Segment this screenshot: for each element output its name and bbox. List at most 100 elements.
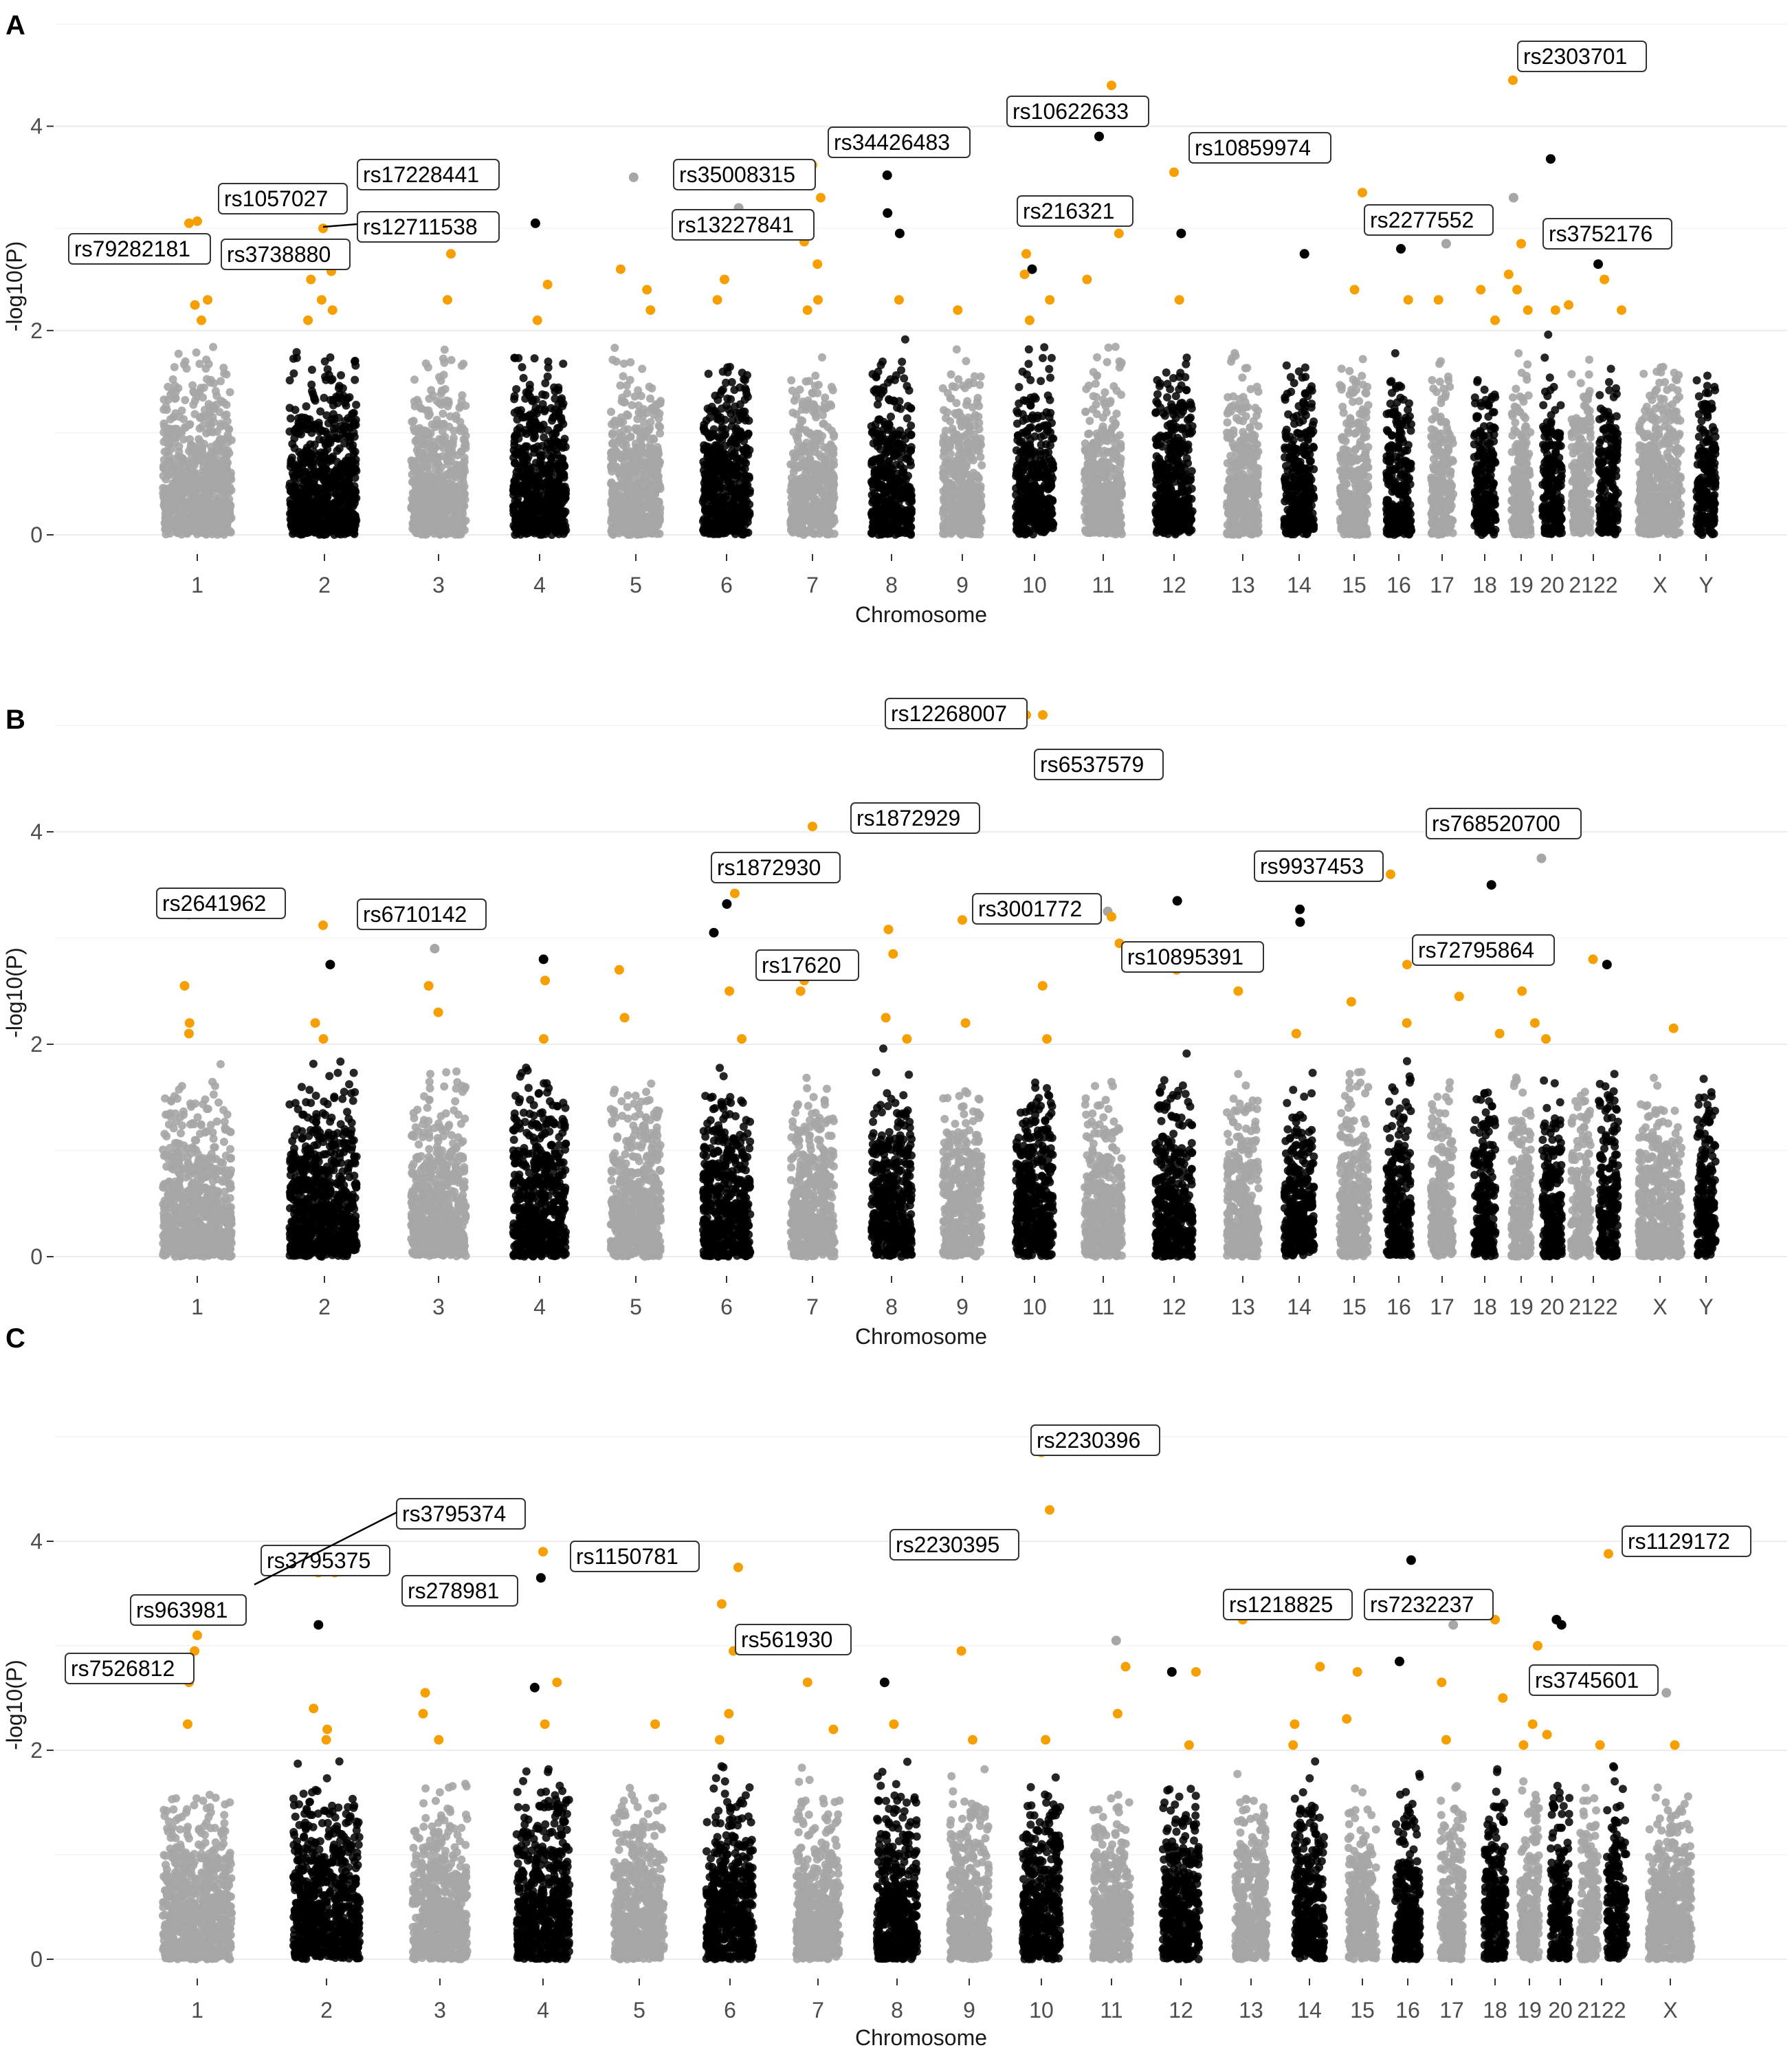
snp-point [818,353,826,362]
snp-point [428,489,437,498]
snp-point [287,453,296,462]
snp-point [969,456,977,465]
snp-point [720,462,729,471]
snp-point [427,386,436,395]
snp-point [351,357,359,366]
snp-point [190,388,199,397]
snp-point [638,364,647,373]
snp-point [541,379,550,388]
snp-point [822,523,831,532]
snp-point [958,496,967,505]
snp-point [876,361,885,369]
snp-point [208,450,217,459]
snp-point [718,426,726,434]
snp-point [168,463,177,472]
snp-point [554,386,563,395]
snp-point [621,436,630,445]
snp-point [286,414,295,423]
snp-point [522,483,531,492]
snp-point [709,470,718,478]
snp-point [317,507,326,516]
snp-point [417,404,426,413]
snp-point [411,476,420,485]
snp-point [302,402,311,411]
snp-point [560,509,568,518]
snp-point [958,382,967,390]
snp-point [425,442,434,450]
snp-point [546,404,555,412]
snp-point [512,385,521,394]
snp-point [739,511,748,519]
snp-point [945,478,954,487]
snp-point [723,368,732,377]
snp-point [727,377,736,386]
snp-point [553,423,562,432]
snp-point [639,501,648,509]
snp-point [814,380,823,389]
snp-point [289,369,298,378]
snp-point [188,381,197,390]
snp-point [797,405,806,414]
snp-point [548,416,556,425]
snp-point [620,466,629,475]
snp-point [906,457,915,466]
snp-point [349,420,358,429]
snp-point [972,471,981,480]
snp-point [425,395,434,403]
snp-point [302,443,311,452]
snp-point [702,475,711,483]
snp-point [415,463,424,472]
snp-point [445,488,454,497]
snp-point [181,396,190,404]
panel-letter: A [5,10,25,41]
snp-point [212,391,221,400]
snp-point [788,408,797,417]
snp-point [607,408,615,416]
snp-point [311,396,320,405]
snp-point [537,505,546,514]
snp-point [560,482,569,491]
snp-point [349,441,357,450]
snp-point [442,500,451,509]
snp-point [166,415,175,423]
snp-point [656,399,665,408]
snp-point [227,436,236,445]
snp-point [350,432,359,441]
snp-point [610,344,619,352]
snp-point [731,453,740,462]
snp-point [649,496,658,505]
snp-point [884,529,893,538]
snp-point [343,430,352,439]
snp-point [457,362,466,370]
snp-point [706,526,715,535]
snp-point [738,528,746,537]
snp-point [216,522,225,531]
snp-point [873,400,882,409]
snp-point [193,482,202,491]
y-tick-label: 2 [30,318,43,343]
snp-point [324,528,333,537]
snp-point [559,360,568,368]
snp-point [1046,373,1054,382]
snp-point [326,353,335,362]
snp-point [617,492,626,500]
snp-point [202,355,211,364]
snp-point [952,488,961,497]
snp-point [546,437,555,446]
snp-point [189,502,198,511]
snp-point [520,469,529,478]
snp-point [944,517,953,526]
snp-point [702,442,711,451]
snp-point [181,357,190,366]
snp-point [460,457,469,466]
snp-point [639,475,648,484]
snp-point [323,365,332,374]
snp-point [946,417,955,426]
snp-point [211,499,220,508]
snp-point [740,375,749,384]
snp-point [438,398,446,406]
snp-point [342,456,350,465]
snp-point [808,389,817,398]
snp-point [529,434,538,443]
